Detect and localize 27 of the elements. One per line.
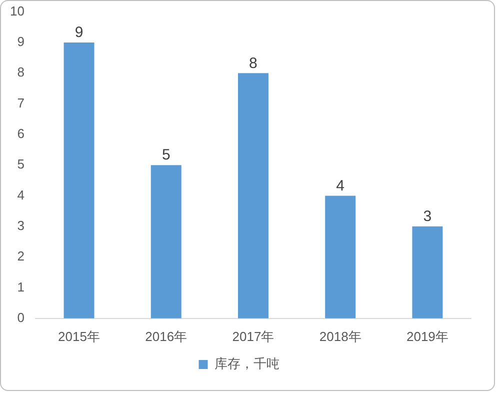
y-tick-label: 0 — [17, 310, 24, 325]
y-tick-label: 1 — [17, 279, 24, 294]
bar — [412, 226, 443, 318]
data-label: 5 — [162, 146, 170, 164]
y-tick-label: 10 — [10, 3, 24, 18]
y-tick-label: 6 — [17, 126, 24, 142]
bar — [238, 73, 268, 318]
bar — [150, 165, 182, 318]
y-tick-label: 9 — [17, 34, 24, 50]
data-label: 8 — [249, 54, 258, 72]
y-tick-label: 4 — [17, 187, 24, 202]
bar — [64, 42, 94, 318]
x-tick-label: 2017年 — [232, 328, 274, 344]
y-tick-label: 3 — [17, 218, 24, 233]
y-tick-label: 8 — [17, 64, 24, 80]
data-label: 3 — [423, 208, 432, 226]
legend-label: 库存，千吨 — [214, 356, 280, 372]
y-tick-label: 7 — [17, 95, 24, 110]
data-label: 4 — [336, 177, 345, 194]
bar — [325, 196, 356, 318]
x-tick-label: 2015年 — [58, 328, 100, 344]
y-tick-label: 5 — [17, 156, 24, 172]
x-tick-label: 2019年 — [406, 328, 448, 344]
data-label: 9 — [74, 24, 84, 42]
y-tick-label: 2 — [17, 248, 24, 264]
x-tick-label: 2018年 — [319, 328, 362, 344]
x-tick-label: 2016年 — [145, 328, 188, 344]
